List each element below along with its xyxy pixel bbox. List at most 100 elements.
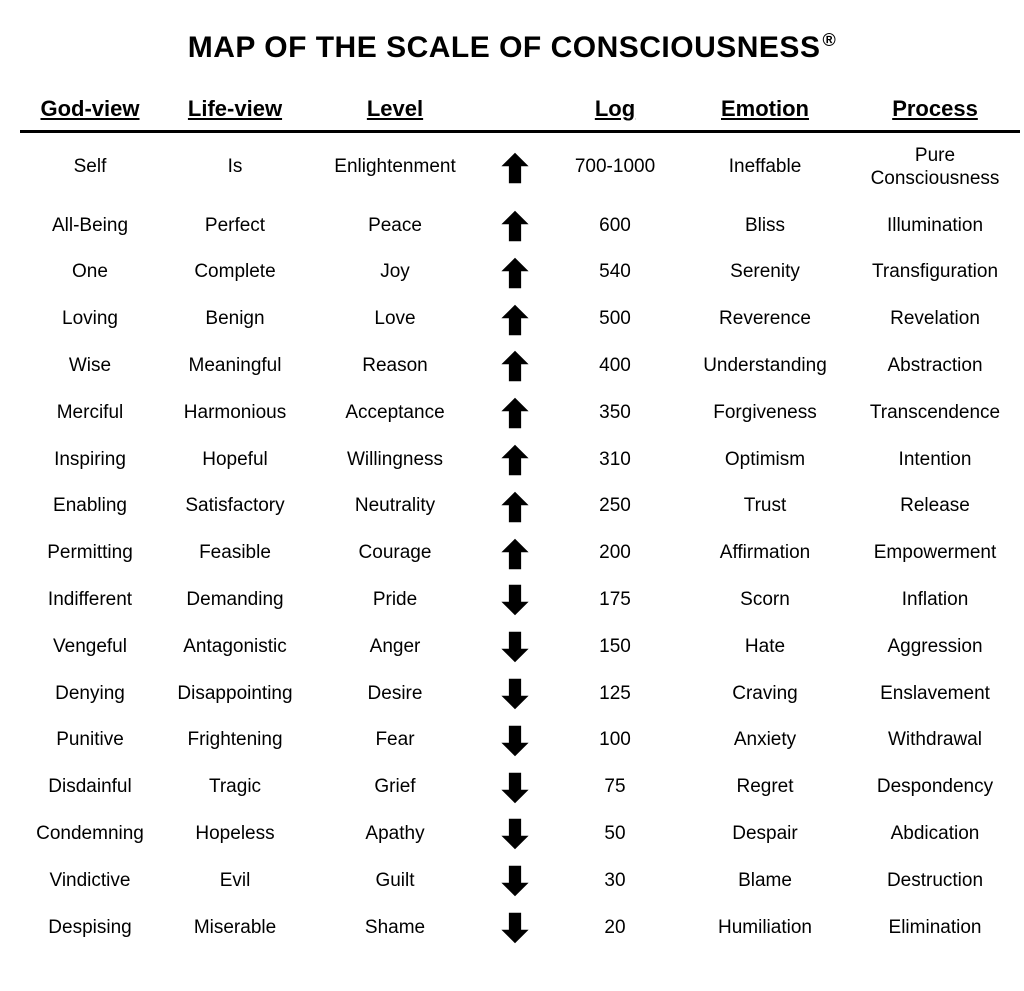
cell-log: 250 (550, 483, 680, 530)
cell-emotion: Regret (680, 764, 850, 811)
cell-process: Intention (850, 437, 1020, 484)
cell-process: Destruction (850, 858, 1020, 905)
cell-emotion: Bliss (680, 203, 850, 250)
cell-log: 75 (550, 764, 680, 811)
header-row: God-view Life-view Level Log Emotion Pro… (20, 95, 1020, 132)
table-row: SelfIsEnlightenment700-1000IneffablePure… (20, 132, 1020, 203)
table-row: LovingBenignLove500ReverenceRevelation (20, 296, 1020, 343)
arrow-up-icon (480, 343, 550, 390)
cell-log: 350 (550, 390, 680, 437)
cell-log: 50 (550, 811, 680, 858)
table-row: CondemningHopelessApathy50DespairAbdicat… (20, 811, 1020, 858)
cell-process: Aggression (850, 624, 1020, 671)
cell-process: Enslavement (850, 671, 1020, 718)
cell-life-view: Perfect (160, 203, 310, 250)
cell-process: Despondency (850, 764, 1020, 811)
arrow-down-icon (480, 858, 550, 905)
cell-level: Joy (310, 249, 480, 296)
cell-god-view: All-Being (20, 203, 160, 250)
cell-life-view: Feasible (160, 530, 310, 577)
cell-level: Enlightenment (310, 132, 480, 203)
cell-god-view: Punitive (20, 717, 160, 764)
arrow-up-icon (480, 530, 550, 577)
cell-level: Shame (310, 905, 480, 952)
cell-life-view: Benign (160, 296, 310, 343)
cell-log: 100 (550, 717, 680, 764)
cell-log: 600 (550, 203, 680, 250)
cell-level: Reason (310, 343, 480, 390)
cell-life-view: Antagonistic (160, 624, 310, 671)
cell-emotion: Hate (680, 624, 850, 671)
arrow-down-icon (480, 624, 550, 671)
cell-life-view: Meaningful (160, 343, 310, 390)
cell-level: Apathy (310, 811, 480, 858)
cell-level: Fear (310, 717, 480, 764)
cell-god-view: Self (20, 132, 160, 203)
table-row: DenyingDisappointingDesire125CravingEnsl… (20, 671, 1020, 718)
cell-log: 540 (550, 249, 680, 296)
cell-level: Courage (310, 530, 480, 577)
cell-level: Willingness (310, 437, 480, 484)
consciousness-table: God-view Life-view Level Log Emotion Pro… (20, 95, 1020, 951)
cell-emotion: Craving (680, 671, 850, 718)
table-row: InspiringHopefulWillingness310OptimismIn… (20, 437, 1020, 484)
cell-emotion: Anxiety (680, 717, 850, 764)
cell-god-view: Inspiring (20, 437, 160, 484)
arrow-up-icon (480, 437, 550, 484)
cell-emotion: Forgiveness (680, 390, 850, 437)
cell-god-view: Vengeful (20, 624, 160, 671)
cell-log: 400 (550, 343, 680, 390)
cell-life-view: Is (160, 132, 310, 203)
arrow-up-icon (480, 483, 550, 530)
cell-god-view: Permitting (20, 530, 160, 577)
cell-log: 30 (550, 858, 680, 905)
table-row: VengefulAntagonisticAnger150HateAggressi… (20, 624, 1020, 671)
arrow-up-icon (480, 203, 550, 250)
cell-god-view: Wise (20, 343, 160, 390)
cell-process: Abdication (850, 811, 1020, 858)
cell-life-view: Harmonious (160, 390, 310, 437)
cell-emotion: Affirmation (680, 530, 850, 577)
table-row: EnablingSatisfactoryNeutrality250TrustRe… (20, 483, 1020, 530)
cell-life-view: Demanding (160, 577, 310, 624)
table-row: PermittingFeasibleCourage200AffirmationE… (20, 530, 1020, 577)
cell-process: Empowerment (850, 530, 1020, 577)
cell-god-view: Merciful (20, 390, 160, 437)
cell-emotion: Scorn (680, 577, 850, 624)
page-container: MAP OF THE SCALE OF CONSCIOUSNESS® God-v… (0, 0, 1024, 991)
arrow-down-icon (480, 671, 550, 718)
cell-log: 20 (550, 905, 680, 952)
table-row: All-BeingPerfectPeace600BlissIlluminatio… (20, 203, 1020, 250)
table-row: VindictiveEvilGuilt30BlameDestruction (20, 858, 1020, 905)
arrow-down-icon (480, 905, 550, 952)
arrow-down-icon (480, 811, 550, 858)
table-row: DespisingMiserableShame20HumiliationElim… (20, 905, 1020, 952)
table-row: WiseMeaningfulReason400UnderstandingAbst… (20, 343, 1020, 390)
cell-log: 310 (550, 437, 680, 484)
cell-process: Transfiguration (850, 249, 1020, 296)
table-row: IndifferentDemandingPride175ScornInflati… (20, 577, 1020, 624)
arrow-up-icon (480, 249, 550, 296)
cell-level: Acceptance (310, 390, 480, 437)
cell-log: 500 (550, 296, 680, 343)
table-row: PunitiveFrighteningFear100AnxietyWithdra… (20, 717, 1020, 764)
cell-emotion: Reverence (680, 296, 850, 343)
cell-life-view: Complete (160, 249, 310, 296)
cell-log: 150 (550, 624, 680, 671)
arrow-down-icon (480, 577, 550, 624)
header-process: Process (850, 95, 1020, 132)
cell-god-view: Denying (20, 671, 160, 718)
cell-emotion: Ineffable (680, 132, 850, 203)
cell-life-view: Miserable (160, 905, 310, 952)
cell-god-view: Disdainful (20, 764, 160, 811)
cell-process: Release (850, 483, 1020, 530)
cell-life-view: Satisfactory (160, 483, 310, 530)
cell-life-view: Evil (160, 858, 310, 905)
title-registered: ® (822, 30, 836, 50)
cell-process: Inflation (850, 577, 1020, 624)
cell-god-view: Condemning (20, 811, 160, 858)
cell-life-view: Hopeful (160, 437, 310, 484)
cell-level: Guilt (310, 858, 480, 905)
cell-god-view: One (20, 249, 160, 296)
cell-process: Elimination (850, 905, 1020, 952)
